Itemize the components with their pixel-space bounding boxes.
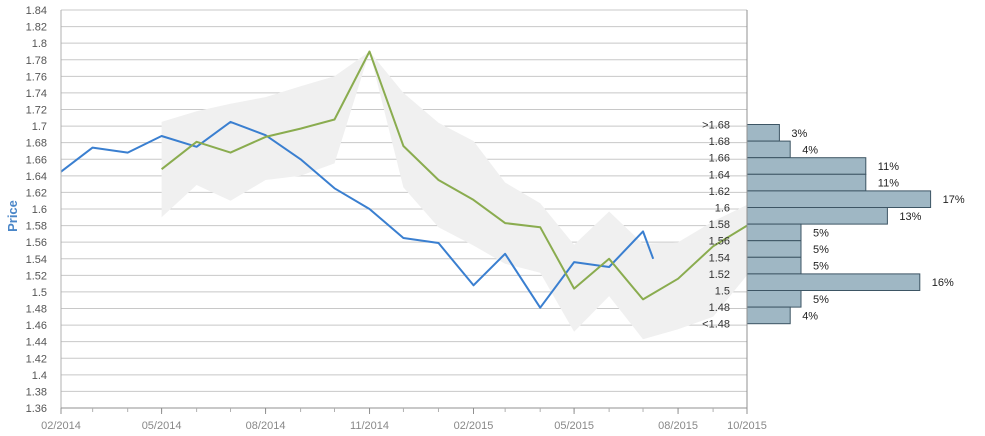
bin-label: 1.66 xyxy=(709,153,730,165)
y-tick-label: 1.72 xyxy=(26,105,47,117)
histogram-percent-label: 11% xyxy=(878,161,899,173)
y-tick-label: 1.66 xyxy=(26,154,47,166)
histogram-percent-label: 5% xyxy=(813,244,829,256)
bin-label: 1.6 xyxy=(715,203,730,215)
histogram-percent-label: 17% xyxy=(943,194,965,206)
histogram-bar xyxy=(746,290,802,308)
y-tick-label: 1.76 xyxy=(26,71,47,83)
histogram-bar xyxy=(746,223,802,242)
bin-label: 1.58 xyxy=(709,219,730,231)
y-tick-label: 1.7 xyxy=(32,121,47,133)
histogram-percent-label: 5% xyxy=(813,294,829,306)
y-tick-label: 1.78 xyxy=(26,55,47,67)
bin-label: 1.54 xyxy=(709,252,730,264)
y-tick-label: 1.56 xyxy=(26,237,47,249)
x-tick-label: 05/2015 xyxy=(554,420,594,432)
histogram-percent-label: 13% xyxy=(899,211,921,223)
y-tick-label: 1.74 xyxy=(26,88,47,100)
histogram-bar xyxy=(746,240,802,258)
y-tick-label: 1.58 xyxy=(26,221,47,233)
y-tick-label: 1.42 xyxy=(26,353,47,365)
y-tick-label: 1.6 xyxy=(32,204,47,216)
x-tick-label: 02/2014 xyxy=(41,420,81,432)
histogram-percent-label: 4% xyxy=(802,310,818,322)
y-tick-label: 1.36 xyxy=(26,403,47,415)
y-tick-label: 1.46 xyxy=(26,320,47,332)
series-lines xyxy=(60,50,748,309)
bin-label: 1.5 xyxy=(715,286,730,298)
y-tick-label: 1.5 xyxy=(32,287,47,299)
forecast-range-band xyxy=(161,51,748,340)
histogram-bar xyxy=(746,207,888,225)
bin-label: 1.62 xyxy=(709,186,730,198)
y-tick-label: 1.48 xyxy=(26,304,47,316)
y-tick-label: 1.4 xyxy=(32,370,47,382)
x-tick-label: 10/2015 xyxy=(727,420,767,432)
price-series-line xyxy=(60,120,655,309)
bin-label: 1.64 xyxy=(709,169,730,181)
y-tick-label: 1.54 xyxy=(26,254,47,266)
bin-label: 1.48 xyxy=(709,302,730,314)
histogram-bar xyxy=(746,190,932,208)
histogram-bar xyxy=(746,157,867,175)
histogram-percent-label: 5% xyxy=(813,261,829,273)
y-axis-label: Price xyxy=(5,200,20,232)
histogram-bar xyxy=(746,173,867,192)
y-tick-label: 1.82 xyxy=(26,22,47,34)
bin-label: >1.68 xyxy=(702,120,730,132)
axes: 1.36 1.38 1.4 1.42 1.44 1.46 1.48 1.5 1.52 1.54 1.… xyxy=(26,5,767,432)
confidence-band xyxy=(161,51,748,340)
histogram-percent-label: 3% xyxy=(791,128,807,140)
bin-label: 1.68 xyxy=(709,136,730,148)
y-tick-label: 1.52 xyxy=(26,270,47,282)
y-tick-label: 1.84 xyxy=(26,5,47,17)
y-tick-label: 1.68 xyxy=(26,138,47,150)
y-tick-label: 1.62 xyxy=(26,187,47,199)
x-tick-label: 05/2014 xyxy=(142,420,182,432)
y-tick-label: 1.64 xyxy=(26,171,47,183)
bin-label: 1.56 xyxy=(709,236,730,248)
distribution-histogram: >1.68 1.68 1.66 1.64 1.62 1.6 1.58 1.56 1.54 1.52… xyxy=(702,120,965,331)
histogram-bar xyxy=(746,273,921,291)
forecast-series-line xyxy=(160,50,748,301)
histogram-bar xyxy=(746,124,780,142)
bin-label: <1.48 xyxy=(702,319,730,331)
x-tick-label: 11/2014 xyxy=(350,420,389,432)
x-tick-label: 08/2014 xyxy=(246,420,286,432)
y-tick-label: 1.8 xyxy=(32,38,47,50)
histogram-percent-label: 4% xyxy=(802,144,818,156)
x-tick-label: 02/2015 xyxy=(454,420,494,432)
y-tick-label: 1.38 xyxy=(26,386,47,398)
y-tick-label: 1.44 xyxy=(26,337,47,349)
histogram-percent-label: 5% xyxy=(813,227,829,239)
histogram-percent-label: 16% xyxy=(932,277,954,289)
bin-label: 1.52 xyxy=(709,269,730,281)
histogram-bar xyxy=(746,140,791,159)
x-tick-label: 08/2015 xyxy=(658,420,698,432)
histogram-bar xyxy=(746,306,791,325)
histogram-bar xyxy=(746,256,802,275)
histogram-percent-label: 11% xyxy=(878,178,899,190)
